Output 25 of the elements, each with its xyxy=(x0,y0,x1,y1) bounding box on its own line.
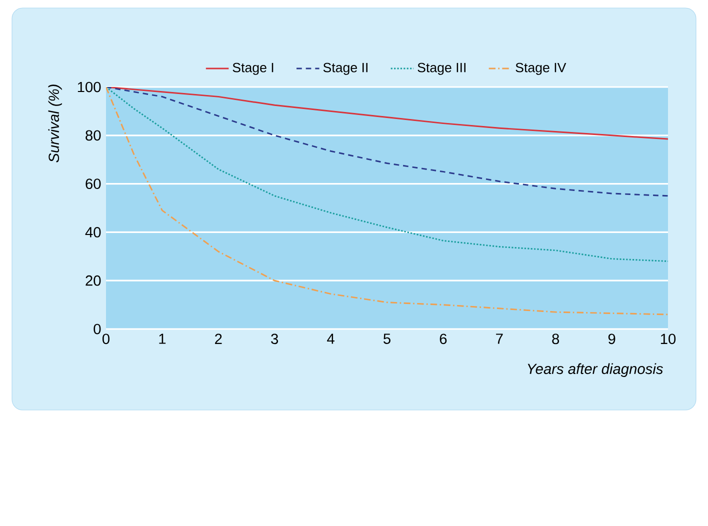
x-tick-label: 2 xyxy=(215,334,222,344)
y-axis-title: Survival (%) xyxy=(48,84,62,162)
x-tick-label: 7 xyxy=(496,334,503,344)
x-tick-label: 9 xyxy=(608,334,616,344)
y-tick-label: 20 xyxy=(86,275,101,286)
y-tick-label: 60 xyxy=(86,178,101,189)
legend-label: Stage I xyxy=(232,62,274,75)
line-series xyxy=(106,87,668,197)
x-tick-label: 10 xyxy=(660,334,676,344)
x-tick-label: 0 xyxy=(102,334,110,344)
x-tick-label: 4 xyxy=(327,334,334,344)
x-tick-label: 3 xyxy=(271,334,278,344)
x-tick-label: 8 xyxy=(552,334,560,344)
y-tick-label: 0 xyxy=(94,324,101,334)
legend-label: Stage IV xyxy=(516,62,566,75)
x-tick-label: 6 xyxy=(440,334,447,344)
y-tick-label: 80 xyxy=(86,130,101,141)
legend-label: Stage III xyxy=(418,62,466,75)
x-axis-title: Years after diagnosis xyxy=(528,363,663,377)
x-tick-label: 1 xyxy=(159,334,166,344)
legend-label: Stage II xyxy=(323,62,368,75)
x-tick-label: 5 xyxy=(384,334,390,344)
y-tick-label: 40 xyxy=(85,227,101,238)
line-series xyxy=(106,87,668,262)
y-tick-label: 100 xyxy=(78,82,101,92)
